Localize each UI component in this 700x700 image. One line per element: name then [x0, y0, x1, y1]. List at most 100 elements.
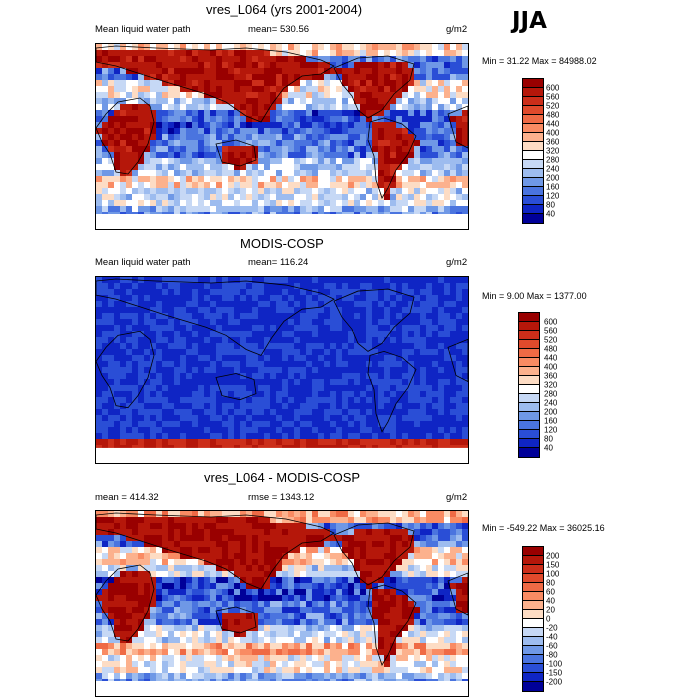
- map-cell: [396, 158, 403, 165]
- map-cell: [354, 152, 361, 159]
- map-cell: [210, 361, 217, 368]
- map-cell: [180, 331, 187, 338]
- map-cell: [264, 164, 271, 171]
- map-cell: [150, 295, 157, 302]
- map-cell: [198, 337, 205, 344]
- map-cell: [210, 56, 217, 63]
- map-cell: [276, 523, 283, 530]
- map-cell: [264, 313, 271, 320]
- map-cell: [462, 110, 468, 117]
- map-cell: [168, 409, 175, 416]
- map-cell: [204, 56, 211, 63]
- map-cell: [426, 427, 433, 434]
- map-cell: [222, 409, 229, 416]
- map-cell: [270, 349, 277, 356]
- map-cell: [300, 194, 307, 201]
- map-cell: [156, 188, 163, 195]
- map-cell: [264, 176, 271, 183]
- map-cell: [186, 439, 193, 446]
- map-cell: [174, 433, 181, 440]
- map-cell: [156, 355, 163, 362]
- map-cell: [432, 553, 439, 560]
- map-cell: [360, 277, 367, 284]
- map-cell: [282, 110, 289, 117]
- map-cell: [288, 182, 295, 189]
- map-cell: [300, 343, 307, 350]
- colorbar-tick-label: 160: [544, 416, 558, 426]
- map-cell: [342, 607, 349, 614]
- map-cell: [306, 313, 313, 320]
- map-cell: [240, 80, 247, 87]
- map-cell: [180, 427, 187, 434]
- map-cell: [420, 319, 427, 326]
- map-cell: [312, 188, 319, 195]
- map-cell: [408, 277, 415, 284]
- map-cell: [288, 325, 295, 332]
- map-cell: [348, 283, 355, 290]
- map-cell: [114, 68, 121, 75]
- map-cell: [300, 541, 307, 548]
- map-cell: [276, 104, 283, 111]
- map-cell: [306, 379, 313, 386]
- map-cell: [324, 421, 331, 428]
- map-cell: [402, 307, 409, 314]
- map-cell: [234, 601, 241, 608]
- map-cell: [354, 355, 361, 362]
- map-cell: [216, 547, 223, 554]
- map-cell: [102, 535, 109, 542]
- map-cell: [348, 80, 355, 87]
- map-cell: [414, 415, 421, 422]
- map-cell: [426, 188, 433, 195]
- map-cell: [108, 427, 115, 434]
- map-cell: [354, 595, 361, 602]
- map-cell: [414, 397, 421, 404]
- map-cell: [360, 325, 367, 332]
- map-cell: [126, 44, 133, 51]
- map-cell: [438, 433, 445, 440]
- map-cell: [318, 307, 325, 314]
- map-cell: [426, 433, 433, 440]
- map-cell: [108, 595, 115, 602]
- map-cell: [288, 122, 295, 129]
- map-cell: [186, 188, 193, 195]
- map-cell: [204, 391, 211, 398]
- map-cell: [186, 295, 193, 302]
- map-cell: [144, 62, 151, 69]
- map-cell: [150, 607, 157, 614]
- map-cell: [462, 44, 468, 51]
- map-cell: [198, 523, 205, 530]
- map-cell: [168, 68, 175, 75]
- map-cell: [408, 541, 415, 548]
- map-cell: [330, 607, 337, 614]
- map-cell: [222, 433, 229, 440]
- map-cell: [306, 421, 313, 428]
- map-cell: [102, 361, 109, 368]
- map-cell: [234, 289, 241, 296]
- map-cell: [438, 68, 445, 75]
- map-cell: [408, 391, 415, 398]
- map-cell: [360, 140, 367, 147]
- map-cell: [300, 595, 307, 602]
- map-cell: [450, 295, 457, 302]
- map-cell: [372, 301, 379, 308]
- map-cell: [246, 343, 253, 350]
- map-cell: [348, 343, 355, 350]
- map-cell: [270, 439, 277, 446]
- map-cell: [426, 535, 433, 542]
- map-cell: [366, 86, 373, 93]
- map-cell: [306, 565, 313, 572]
- map-cell: [174, 80, 181, 87]
- map-cell: [462, 74, 468, 81]
- map-cell: [456, 74, 463, 81]
- map-cell: [450, 62, 457, 69]
- map-cell: [156, 86, 163, 93]
- map-cell: [228, 583, 235, 590]
- map-cell: [108, 140, 115, 147]
- map-cell: [240, 194, 247, 201]
- map-cell: [432, 433, 439, 440]
- map-cell: [462, 200, 468, 207]
- map-cell: [414, 589, 421, 596]
- map-cell: [192, 116, 199, 123]
- map-cell: [408, 331, 415, 338]
- map-cell: [390, 337, 397, 344]
